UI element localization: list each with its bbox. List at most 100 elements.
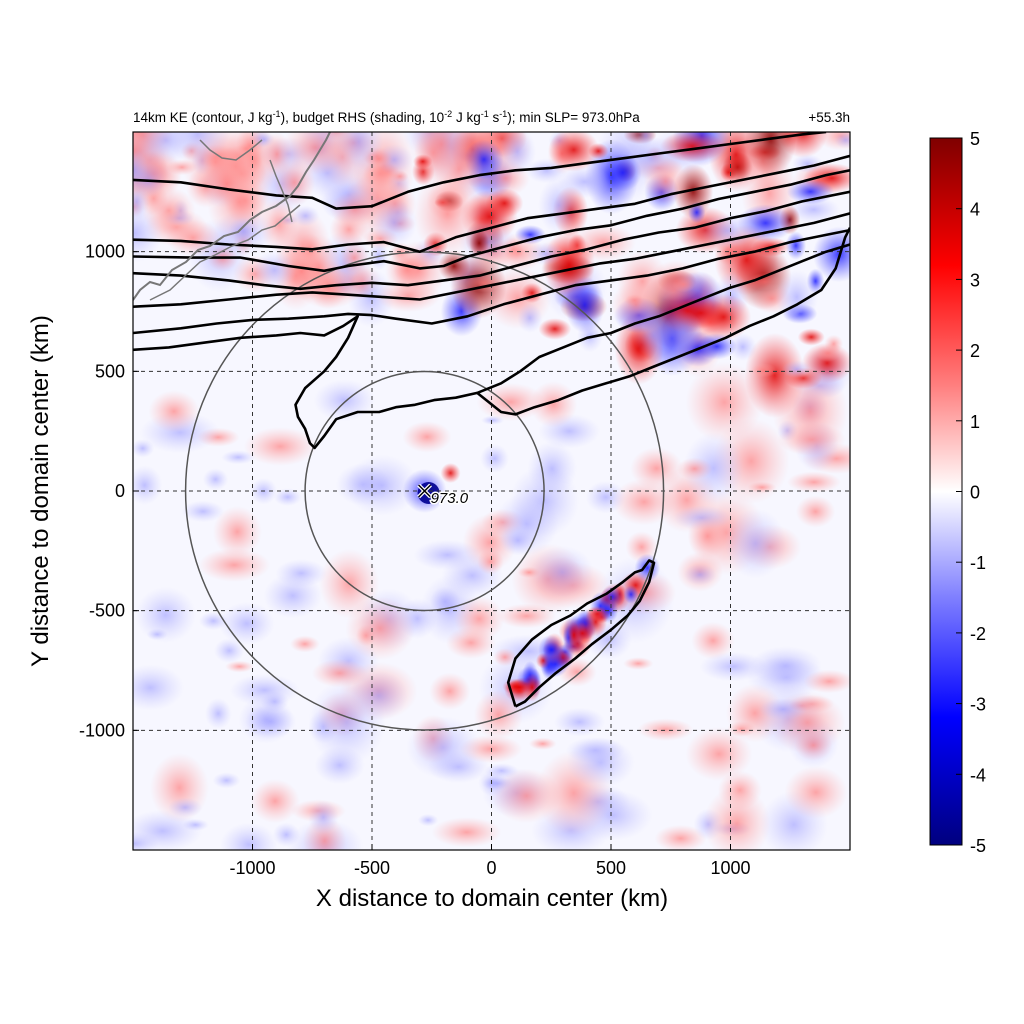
shading-cell [683,563,717,586]
chart-title-part: s [489,110,500,125]
chart-title-part: ); min SLP= 973.0hPa [507,110,640,125]
colorbar-ticks: 5 4 3 2 1 0 -1 -2 -3 -4 -5 [956,129,986,856]
colorbar-tick-label: 1 [970,412,980,432]
shading-cell [212,772,241,789]
shading-cell [498,525,537,556]
y-axis-ticks: -1000 -500 0 500 1000 [79,242,139,740]
shading-cell [307,800,339,835]
shading-cell [431,817,502,848]
colorbar-tick-label: 0 [970,483,980,503]
y-tick-label: -500 [89,601,125,621]
ke-contour-line [133,228,850,335]
ke-contour-line [133,132,827,210]
shading-cell [523,673,542,702]
shading-cell [527,441,577,496]
chart-title: 14km KE (contour, J kg-1), budget RHS (s… [133,109,640,125]
shading-cell [478,769,507,797]
chart-title-part: -2 [444,109,452,119]
shading-cell [794,729,833,761]
budget-rhs-shading [133,132,850,850]
shading-cell [289,635,320,653]
ke-contour-line [506,559,656,708]
shading-cell [803,669,850,694]
shading-cell [214,638,245,664]
shading-cell [181,500,225,523]
chart-title-part: -1 [481,109,489,119]
shading-cell [603,153,642,192]
shading-cell [747,481,777,494]
shading-cell [291,205,320,227]
shading-cell [402,421,452,453]
shading-cell [663,309,704,354]
shading-cell [313,379,375,422]
shading-cell [683,432,744,505]
ke-contour-line [133,243,850,450]
shading-cell [687,513,728,559]
ke-contour-line [133,190,850,291]
shading-cell [745,132,797,177]
shading-cell [815,344,841,362]
shading-cell [263,573,323,619]
ke-contours [133,132,850,708]
shading-cell [637,718,694,742]
storm-center-marker: 973.0 [417,483,470,509]
shading-cell [204,698,232,730]
shading-cell [182,818,209,831]
shading-cell [133,831,160,850]
shading-cell [413,539,482,571]
shading-cell [218,602,275,646]
colorbar-tick-label: -5 [970,836,986,856]
ke-contour-line [476,227,850,416]
shading-cell [135,586,196,644]
shading-cell [212,506,262,558]
y-tick-label: -1000 [79,720,125,740]
shading-cell [413,154,433,169]
chart-title-part: J kg [452,110,481,125]
chart-title-part: -1 [499,109,507,119]
x-axis-title: X distance to domain center (km) [316,885,668,912]
shading-cell [273,488,302,507]
shading-cell [797,328,825,346]
storm-x-icon [418,484,432,498]
range-circles [184,251,665,731]
shading-cell [476,382,545,422]
ke-contour-line [133,169,850,273]
range-circle [184,251,665,731]
shading-cell [167,797,203,818]
x-tick-label: 0 [486,858,496,878]
shading-cell [567,621,581,649]
shading-cell [250,779,300,824]
shading-cell [220,822,278,850]
shading-cell [553,707,606,737]
shading-cell [749,646,822,686]
shading-cell [612,478,676,526]
shading-cell [685,361,764,443]
shading-cell [530,545,594,599]
shading-cell [516,303,543,333]
colorbar-tick-label: 3 [970,270,980,290]
shading-cell [623,657,654,670]
shading-cell [345,454,419,517]
shading-cell [695,293,752,341]
shading-cell [235,132,264,166]
ke-contour-line [133,212,850,308]
shading-cell [541,651,569,678]
shading-cell [566,737,635,788]
y-tick-label: 0 [115,481,125,501]
shading-cell [148,390,200,433]
shading-cell [133,465,163,505]
shading-cell [787,471,841,493]
x-tick-label: 1000 [710,858,750,878]
x-tick-label: 500 [596,858,626,878]
shading-cell [208,164,246,204]
y-axis-title: Y distance to domain center (km) [27,315,54,667]
shading-cell [538,176,580,234]
shading-cell [477,548,504,575]
shading-cell [685,726,753,781]
x-axis-ticks: -1000 -500 0 500 1000 [229,844,751,878]
colorbar [929,137,963,846]
shading-cell [202,468,229,491]
shading-cell [654,824,707,850]
shading-cell [330,191,380,228]
shading-cell [245,704,297,739]
